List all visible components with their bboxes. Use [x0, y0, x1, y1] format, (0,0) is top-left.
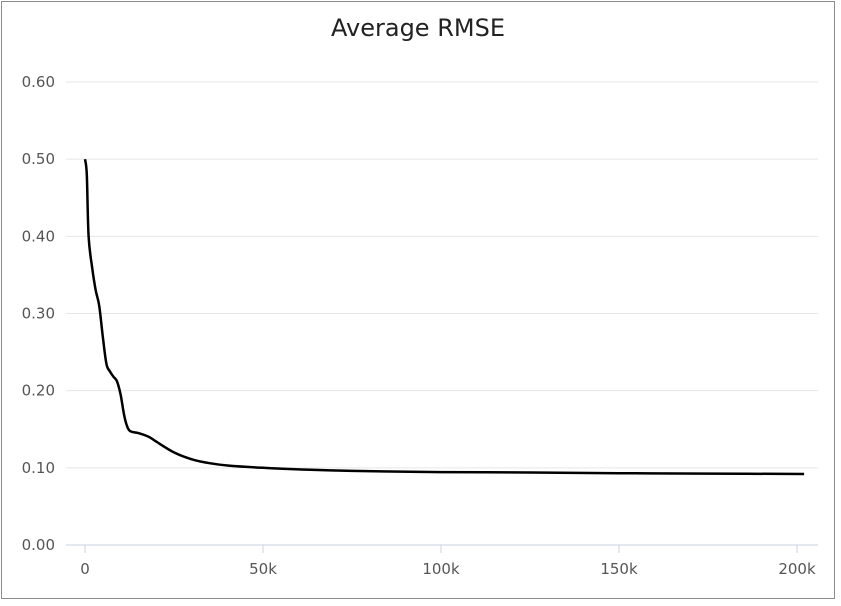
x-tick-label: 200k — [778, 560, 816, 578]
y-tick-label: 0.00 — [22, 536, 55, 554]
y-tick-label: 0.50 — [22, 150, 55, 168]
y-tick-label: 0.30 — [22, 305, 55, 323]
y-tick-label: 0.20 — [22, 382, 55, 400]
chart-frame — [1, 1, 835, 599]
series-line — [83, 159, 805, 476]
x-axis-ticks: 0 50k 100k 150k 200k — [80, 545, 816, 578]
x-tick-label: 150k — [600, 560, 638, 578]
y-axis-ticks: 0.00 0.10 0.20 0.30 0.40 0.50 0.60 — [22, 73, 55, 554]
y-tick-label: 0.10 — [22, 459, 55, 477]
y-tick-label: 0.40 — [22, 227, 55, 245]
grid-lines — [66, 81, 818, 469]
x-tick-label: 0 — [80, 560, 90, 578]
y-tick-label: 0.60 — [22, 73, 55, 91]
x-tick-label: 50k — [249, 560, 277, 578]
chart-title: Average RMSE — [331, 14, 505, 42]
x-tick-label: 100k — [422, 560, 460, 578]
series-group — [83, 159, 805, 476]
